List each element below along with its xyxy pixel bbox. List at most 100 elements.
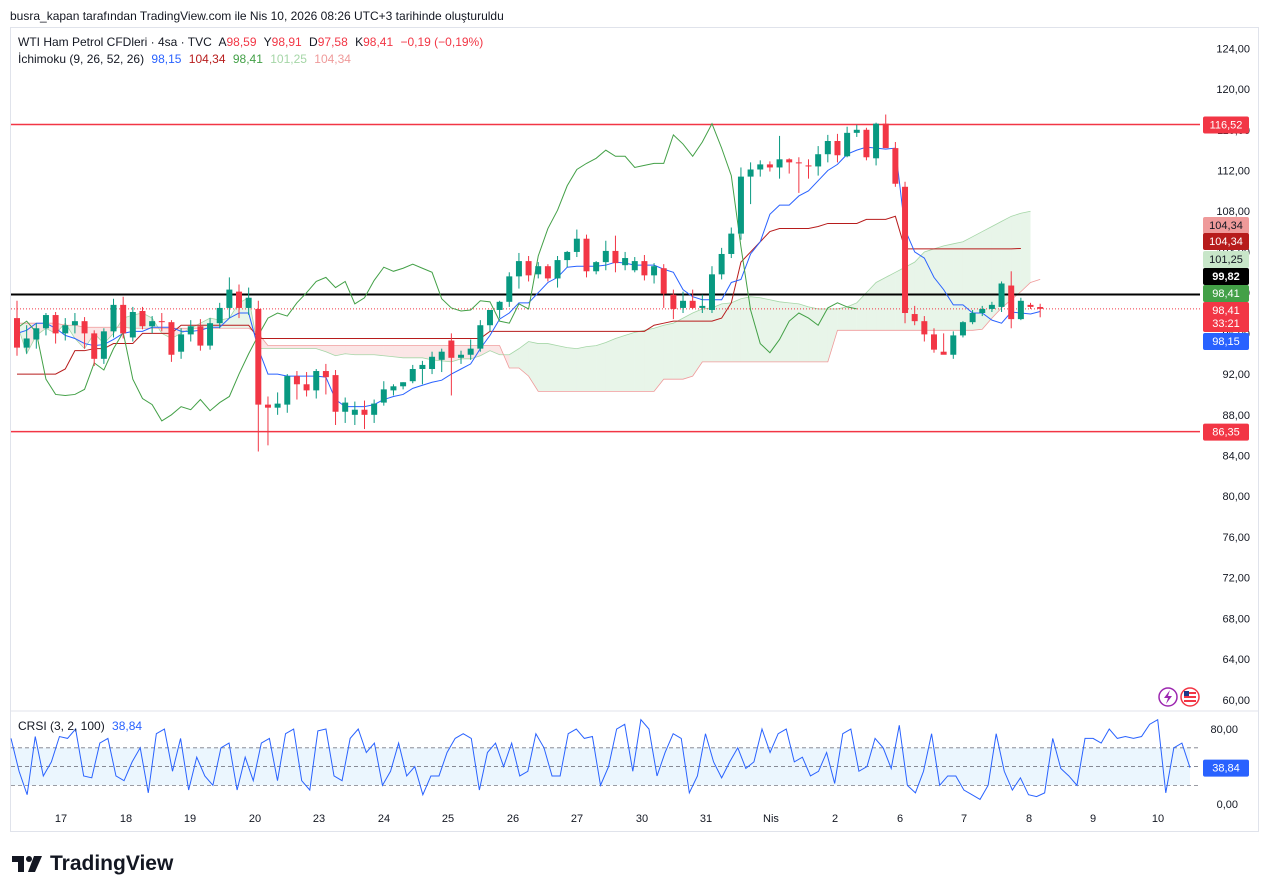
candle-body [844, 132, 851, 157]
crsi-legend[interactable]: CRSI (3, 2, 100) 38,84 [18, 719, 146, 733]
candle-body [622, 258, 629, 266]
cloud-segment [267, 345, 278, 349]
cloud-segment [1011, 213, 1021, 300]
cloud-segment [683, 313, 693, 380]
candle-body [467, 348, 474, 355]
candle-body [226, 289, 233, 308]
tradingview-brand[interactable]: TradingView [12, 852, 173, 876]
countdown-label: 33:21 [1212, 318, 1240, 330]
cloud-segment [856, 292, 867, 331]
time-tick-label: 8 [1026, 813, 1032, 825]
level-price-label: 86,35 [1212, 427, 1240, 439]
time-tick-label: 31 [700, 813, 712, 825]
cloud-segment [605, 338, 616, 392]
cloud-segment [866, 282, 877, 331]
cloud-segment [769, 299, 780, 362]
candle-body [419, 364, 426, 369]
cloud-segment [663, 323, 674, 380]
cloud-segment [654, 325, 664, 392]
time-tick-label: 24 [378, 813, 390, 825]
candle-body [1037, 307, 1044, 309]
time-tick-label: 6 [897, 813, 903, 825]
candle-body [42, 315, 49, 329]
candle-body [718, 253, 725, 275]
candle-body [236, 291, 243, 308]
cloud-segment [789, 302, 799, 362]
cloud-segment [760, 297, 770, 362]
candle-body [139, 310, 146, 327]
high-value: 98,91 [271, 35, 302, 49]
cloud-segment [567, 347, 577, 392]
cloud-segment [847, 302, 857, 331]
candle-body [33, 328, 40, 340]
candle-body [52, 315, 59, 334]
candle-body [737, 176, 744, 234]
price-tick-label: 92,00 [1222, 369, 1250, 381]
candle-body [264, 404, 271, 408]
candle-body [815, 154, 822, 167]
candle-body [641, 261, 648, 276]
cloud-segment [345, 345, 355, 355]
symbol-name: WTI Ham Petrol CFDleri · 4sa · TVC [18, 35, 212, 49]
ichimoku-tenkan-value: 98,15 [151, 52, 182, 66]
cloud-segment [885, 272, 896, 331]
cloud-segment [538, 343, 548, 392]
brand-name: TradingView [50, 852, 174, 875]
cloud-segment [528, 341, 539, 392]
candle-body [959, 322, 966, 336]
candle-body [902, 186, 909, 314]
price-tick-label: 64,00 [1222, 654, 1250, 666]
level-price-label-bg [1203, 423, 1249, 441]
candle-body [863, 129, 870, 158]
high-label: Y [263, 35, 272, 49]
candle-body [322, 371, 329, 378]
crsi-tick-label: 80,00 [1210, 724, 1238, 736]
candle-body [564, 251, 571, 261]
cloud-segment [296, 345, 307, 349]
candle-body [699, 305, 706, 308]
time-tick-label: 10 [1152, 813, 1164, 825]
candle-body [602, 250, 609, 263]
price-label: 98,15 [1212, 336, 1240, 348]
price-label-bg [1203, 233, 1249, 250]
candle-body [178, 334, 185, 352]
candle-body [207, 323, 214, 346]
open-value: 98,59 [226, 35, 257, 49]
time-tick-label: Nis [763, 813, 779, 825]
candle-body [988, 304, 995, 309]
candle-body [573, 238, 580, 252]
candle-body [612, 250, 619, 264]
candle-body [660, 268, 667, 294]
candle-body [834, 140, 841, 156]
time-tick-label: 19 [184, 813, 196, 825]
level-price-label-bg [1203, 116, 1249, 134]
candle-body [525, 261, 532, 276]
price-label: 104,34 [1209, 220, 1243, 232]
price-label: 104,34 [1209, 236, 1243, 248]
cloud-segment [383, 345, 394, 357]
change-value: −0,19 (−0,19%) [400, 35, 484, 49]
cloud-segment [943, 243, 954, 331]
tenkan-sen-line [16, 146, 1041, 408]
cloud-segment [982, 226, 992, 330]
cloud-segment [740, 296, 751, 362]
time-tick-label: 17 [55, 813, 67, 825]
price-tick-label: 68,00 [1222, 613, 1250, 625]
time-tick-label: 25 [442, 813, 454, 825]
candle-body [689, 300, 696, 308]
candle-body [882, 123, 889, 149]
candle-body [293, 376, 300, 385]
candle-body [1027, 304, 1034, 307]
candle-body [409, 369, 416, 382]
symbol-legend[interactable]: WTI Ham Petrol CFDleri · 4sa · TVC A98,5… [18, 35, 487, 49]
cloud-segment [518, 341, 529, 377]
candle-body [593, 262, 600, 272]
chikou-span-line [16, 122, 857, 422]
cloud-segment [827, 308, 838, 362]
ichimoku-legend[interactable]: İchimoku (9, 26, 52, 26) 98,15 104,34 98… [18, 52, 355, 66]
senkou-span-b-line [17, 279, 1041, 392]
price-tick-label: 72,00 [1222, 573, 1250, 585]
candlesticks[interactable] [14, 114, 1044, 452]
cloud-segment [779, 301, 790, 362]
